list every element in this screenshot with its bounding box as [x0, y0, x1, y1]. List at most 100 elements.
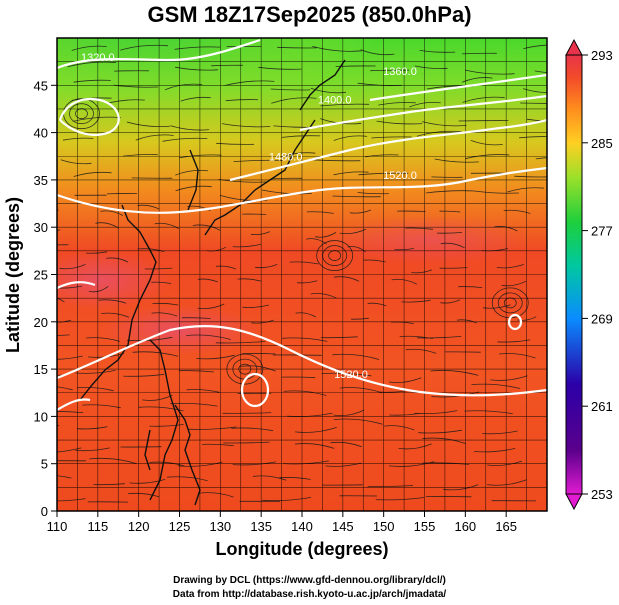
streamline: [279, 477, 311, 480]
streamline: [73, 79, 111, 83]
streamline: [98, 299, 127, 304]
streamline: [174, 46, 221, 50]
streamline: [231, 427, 274, 432]
streamline: [57, 229, 61, 232]
streamline: [100, 210, 123, 216]
y-tick-label: 10: [34, 409, 48, 424]
x-tick-label: 150: [373, 519, 395, 534]
streamline: [349, 209, 372, 214]
streamline: [534, 70, 547, 73]
streamline: [333, 135, 368, 141]
streamline: [129, 479, 166, 484]
streamline: [178, 370, 215, 373]
streamline: [388, 377, 422, 383]
streamline: [181, 317, 211, 319]
streamline: [422, 437, 467, 444]
y-tick-label: 5: [41, 457, 48, 472]
y-tick-label: 20: [34, 315, 48, 330]
streamline: [252, 475, 287, 481]
streamline: [277, 46, 317, 49]
x-tick-label: 135: [250, 519, 272, 534]
y-tick-label: 30: [34, 220, 48, 235]
streamline: [499, 353, 536, 359]
streamline: [82, 404, 121, 409]
streamline: [72, 116, 121, 122]
streamline: [306, 211, 334, 214]
streamline: [462, 96, 505, 103]
streamline: [333, 409, 365, 416]
contour-label: 1360.0: [383, 66, 417, 78]
streamline: [255, 264, 278, 269]
streamline: [57, 410, 84, 413]
streamline: [456, 319, 477, 324]
streamline: [482, 304, 511, 309]
streamline: [398, 443, 432, 450]
streamline: [473, 448, 516, 453]
streamline: [333, 171, 369, 176]
streamline: [242, 353, 276, 355]
streamline: [281, 376, 316, 379]
streamline: [60, 159, 92, 165]
circulation-swirl: [497, 292, 523, 314]
colorbar-tick-label: 293: [591, 48, 613, 63]
streamline: [414, 410, 458, 415]
streamline: [464, 410, 513, 415]
streamline: [422, 121, 467, 127]
streamline: [186, 389, 220, 393]
streamline: [443, 484, 479, 491]
streamline: [487, 460, 523, 466]
streamline: [76, 426, 108, 430]
streamline: [514, 175, 547, 178]
streamline: [462, 52, 497, 55]
streamline: [199, 492, 234, 498]
streamline: [175, 170, 209, 176]
chart-title: GSM 18Z17Sep2025 (850.0hPa): [147, 2, 472, 27]
y-axis-label: Latitude (degrees): [3, 197, 23, 353]
y-tick-label: 25: [34, 268, 48, 283]
streamline: [440, 242, 465, 249]
streamline: [216, 142, 255, 145]
colorbar-tick-label: 285: [591, 136, 613, 151]
streamline: [320, 103, 370, 107]
x-tick-label: 115: [87, 519, 108, 534]
streamline: [294, 443, 335, 449]
streamline: [192, 224, 221, 231]
streamline: [57, 386, 73, 391]
x-tick-label: 160: [454, 519, 476, 534]
streamline: [170, 403, 218, 407]
colorbar-tick-label: 269: [591, 311, 613, 326]
contour-label: 1520.0: [334, 369, 368, 381]
streamline: [106, 257, 129, 263]
streamline: [409, 101, 441, 108]
streamline: [67, 61, 117, 68]
streamline: [330, 441, 362, 448]
streamline: [88, 285, 109, 293]
y-tick-label: 0: [41, 504, 48, 519]
x-tick-label: 155: [414, 519, 436, 534]
streamline: [57, 334, 70, 336]
streamline: [59, 264, 86, 270]
streamline: [149, 461, 185, 467]
streamline: [384, 425, 415, 431]
colorbar-tick-label: 261: [591, 399, 613, 414]
contour-label: 1480.0: [269, 151, 303, 163]
streamline: [57, 297, 65, 303]
streamline: [501, 280, 527, 287]
circulation-swirl: [69, 103, 94, 125]
streamline: [57, 475, 72, 479]
streamline: [522, 88, 547, 93]
streamline: [333, 276, 360, 282]
streamline: [339, 228, 367, 235]
streamline: [282, 337, 328, 342]
streamline: [197, 278, 218, 283]
streamline: [471, 383, 520, 389]
x-tick-label: 125: [169, 519, 191, 534]
streamline: [120, 44, 168, 51]
height-contours: [57, 38, 547, 411]
y-tick-label: 35: [34, 173, 48, 188]
streamline: [62, 137, 94, 141]
streamline: [152, 302, 179, 306]
streamline: [416, 130, 462, 137]
streamline: [251, 319, 274, 324]
